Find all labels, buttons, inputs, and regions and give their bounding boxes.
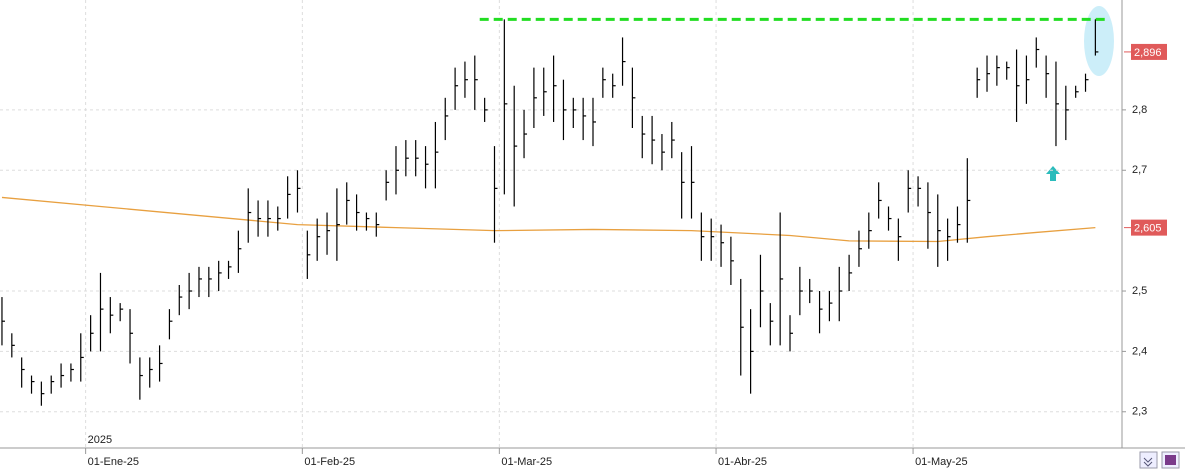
x-tick-label: 01-Feb-25 <box>304 456 355 468</box>
save-icon <box>1165 455 1176 465</box>
y-tick-label: 2,7 <box>1132 164 1147 176</box>
y-tick-label: 2,8 <box>1132 104 1147 116</box>
price-label: 2,605 <box>1134 223 1162 235</box>
zoom-icon <box>1143 457 1153 467</box>
moving-average <box>1 196 1096 243</box>
highlight-ellipse <box>1084 6 1114 76</box>
y-tick-label: 2,5 <box>1132 285 1147 297</box>
price-label-box <box>1131 43 1167 60</box>
y-tick-label: 2,3 <box>1132 406 1147 418</box>
x-tick-label: 01-Ene-25 <box>88 456 139 468</box>
x-tick-label: 01-Abr-25 <box>718 456 767 468</box>
x-tick-label: 01-May-25 <box>915 456 968 468</box>
y-tick-label: 2,4 <box>1132 345 1147 357</box>
x-tick-label: 01-Mar-25 <box>501 456 552 468</box>
year-label: 2025 <box>88 434 112 446</box>
price-label: 2,896 <box>1134 47 1162 59</box>
zoom-button[interactable] <box>1139 451 1158 469</box>
price-label-box <box>1131 219 1167 236</box>
up-arrow <box>1046 166 1060 181</box>
